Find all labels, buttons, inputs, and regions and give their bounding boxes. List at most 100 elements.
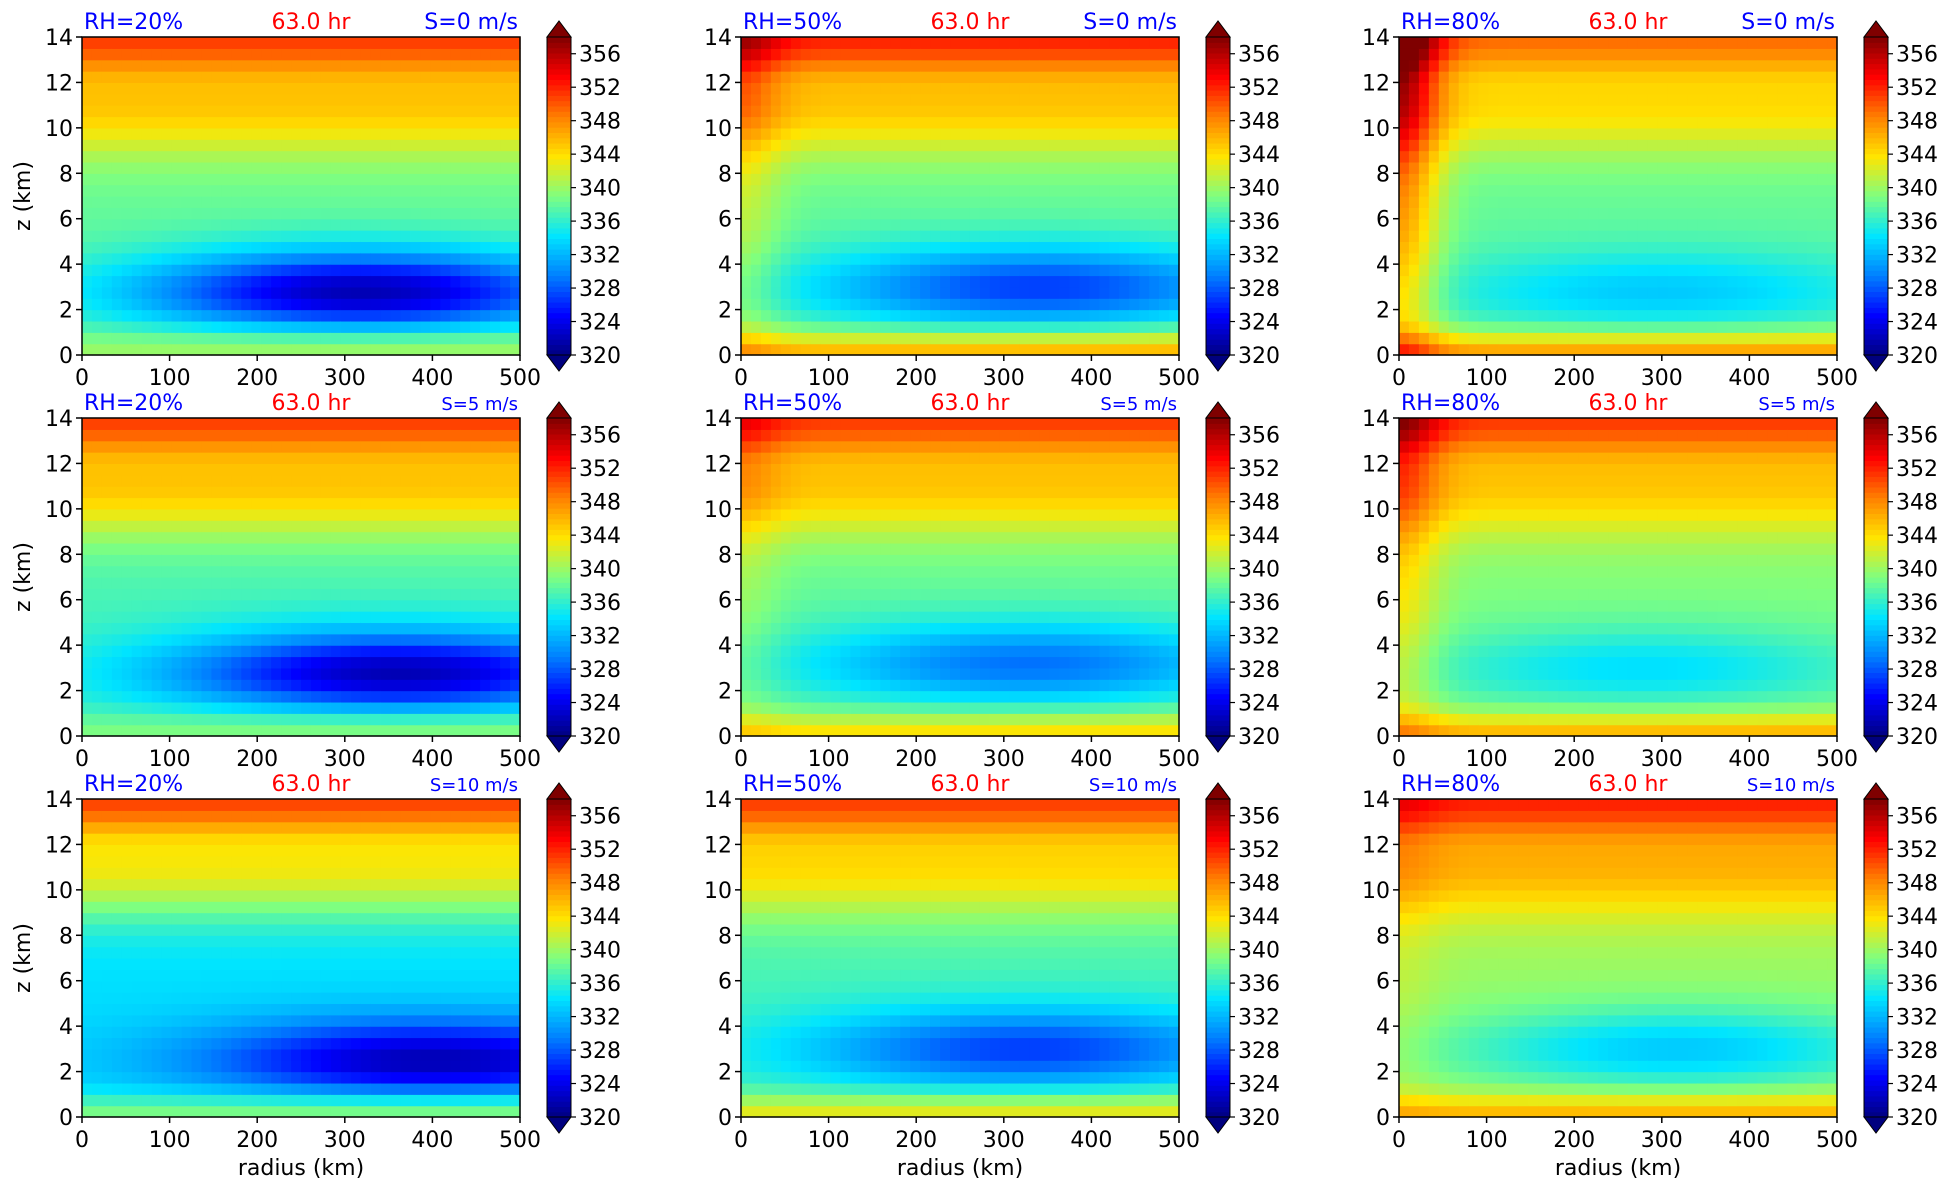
field-cell — [111, 679, 123, 692]
field-cell — [201, 486, 212, 499]
field-cell — [830, 343, 842, 356]
field-cell — [1418, 161, 1430, 174]
field-cell — [870, 343, 881, 356]
field-cell — [281, 520, 292, 533]
field-cell — [480, 230, 491, 243]
field-cell — [281, 48, 292, 61]
field-cell — [480, 218, 491, 231]
field-cell — [221, 230, 232, 243]
field-cell — [920, 286, 931, 299]
field-cell — [1129, 48, 1140, 61]
field-cell — [171, 275, 183, 288]
field-cell — [1588, 332, 1599, 345]
field-cell — [231, 184, 242, 197]
field-cell — [979, 275, 991, 288]
field-cell — [181, 184, 193, 197]
field-cell — [1737, 116, 1748, 129]
field-cell — [510, 139, 521, 152]
field-cell — [1069, 207, 1081, 220]
field-cell — [340, 599, 352, 612]
field-cell — [1787, 218, 1798, 231]
field-cell — [950, 48, 961, 61]
field-cell — [760, 105, 772, 118]
field-cell — [820, 59, 832, 72]
field-cell — [1528, 82, 1539, 95]
field-cell — [1129, 116, 1140, 129]
field-cell — [241, 701, 252, 714]
colorbar-segment — [1864, 127, 1888, 133]
field-cell — [1059, 48, 1071, 61]
field-cell — [940, 37, 951, 49]
field-cell — [840, 116, 852, 129]
field-cell — [1568, 218, 1579, 231]
field-cell — [330, 724, 342, 737]
field-cell — [1697, 71, 1709, 84]
field-cell — [281, 252, 292, 265]
field-cell — [1508, 309, 1520, 322]
field-cell — [840, 59, 852, 72]
field-cell — [1478, 139, 1490, 152]
field-cell — [1637, 196, 1649, 208]
field-cell — [1478, 230, 1490, 243]
field-cell — [1618, 37, 1629, 49]
field-cell — [1129, 105, 1140, 118]
field-cell — [101, 531, 113, 544]
field-cell — [1448, 241, 1460, 254]
field-cell — [161, 633, 173, 646]
field-cell — [910, 252, 921, 265]
field-cell — [261, 542, 272, 555]
field-cell — [141, 418, 153, 430]
field-cell — [760, 309, 772, 322]
colorbar-extend-max — [1863, 20, 1889, 38]
field-cell — [271, 724, 282, 737]
field-cell — [231, 531, 242, 544]
field-cell — [870, 286, 881, 299]
field-cell — [370, 599, 382, 612]
field-cell — [480, 320, 491, 333]
field-cell — [161, 309, 173, 322]
field-cell — [271, 418, 282, 430]
field-cell — [1109, 139, 1120, 152]
field-cell — [91, 531, 103, 544]
field-cell — [1508, 71, 1520, 84]
field-cell — [780, 332, 792, 345]
field-cell — [750, 93, 762, 106]
field-cell — [770, 286, 782, 299]
colorbar-segment — [547, 233, 571, 239]
field-cell — [1428, 309, 1440, 322]
colorbar-segment — [547, 105, 571, 112]
field-cell — [271, 139, 282, 152]
field-cell — [1069, 173, 1081, 186]
field-cell — [1687, 264, 1699, 277]
field-cell — [201, 105, 212, 118]
field-cell — [1418, 309, 1430, 322]
field-cell — [470, 196, 481, 208]
field-cell — [390, 196, 402, 208]
field-cell — [930, 275, 941, 288]
field-cell — [380, 127, 392, 140]
field-cell — [390, 116, 402, 129]
colorbar-segment — [547, 222, 571, 229]
field-cell — [291, 701, 302, 714]
field-cell — [880, 309, 891, 322]
field-cell — [470, 93, 481, 106]
rh-label: RH=80% — [1401, 10, 1500, 35]
field-cell — [281, 173, 292, 186]
field-cell — [1418, 48, 1430, 61]
field-cell — [171, 508, 183, 521]
field-cell — [400, 173, 412, 186]
field-cell — [271, 531, 282, 544]
field-cell — [1458, 48, 1470, 61]
field-cell — [1697, 207, 1709, 220]
field-cell — [880, 207, 891, 220]
field-cell — [979, 150, 991, 163]
field-cell — [750, 218, 762, 231]
field-cell — [211, 508, 222, 521]
field-cell — [1099, 48, 1110, 61]
colorbar-segment — [547, 132, 571, 139]
field-cell — [291, 241, 302, 254]
field-cell — [1488, 298, 1500, 311]
field-cell — [390, 298, 402, 311]
field-cell — [400, 48, 412, 61]
field-cell — [82, 701, 93, 714]
